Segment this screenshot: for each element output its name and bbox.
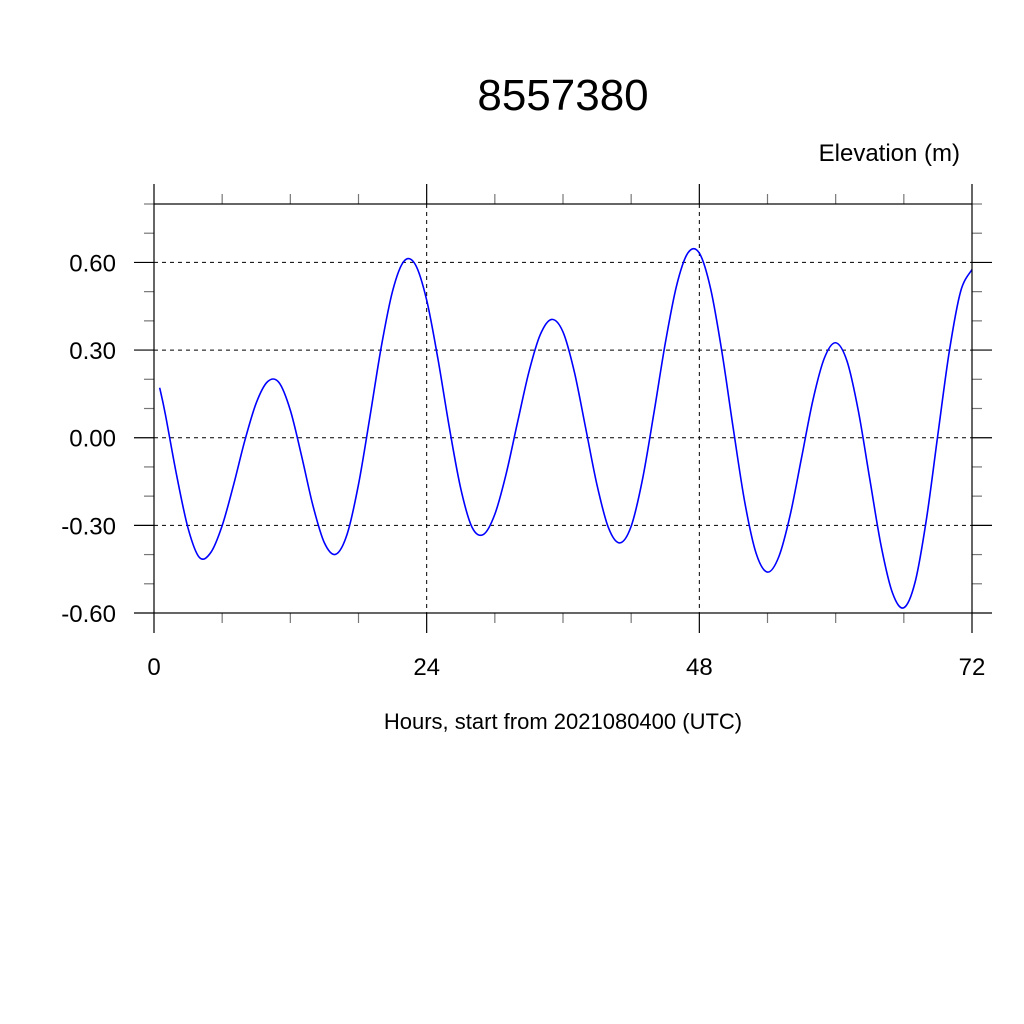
x-tick-label: 48 — [686, 654, 713, 681]
x-tick-label: 24 — [413, 654, 440, 681]
x-tick-label: 72 — [959, 654, 986, 681]
series-line — [158, 247, 973, 609]
y-tick-label: 0.30 — [69, 338, 116, 365]
y-axis-label: Elevation (m) — [819, 140, 960, 167]
x-tick-label: 0 — [147, 654, 160, 681]
chart-title: 8557380 — [477, 71, 648, 120]
y-tick-label: -0.30 — [61, 513, 116, 540]
x-axis-label: Hours, start from 2021080400 (UTC) — [384, 709, 742, 734]
axis-ticks — [134, 184, 992, 633]
plot-frame — [153, 203, 973, 614]
grid — [153, 204, 973, 614]
y-tick-label: -0.60 — [61, 601, 116, 628]
y-tick-label: 0.60 — [69, 250, 116, 277]
tick-labels: 0 24 48 72 -0.60 -0.30 0.00 0.30 0.60 — [61, 250, 985, 681]
y-tick-label: 0.00 — [69, 426, 116, 453]
